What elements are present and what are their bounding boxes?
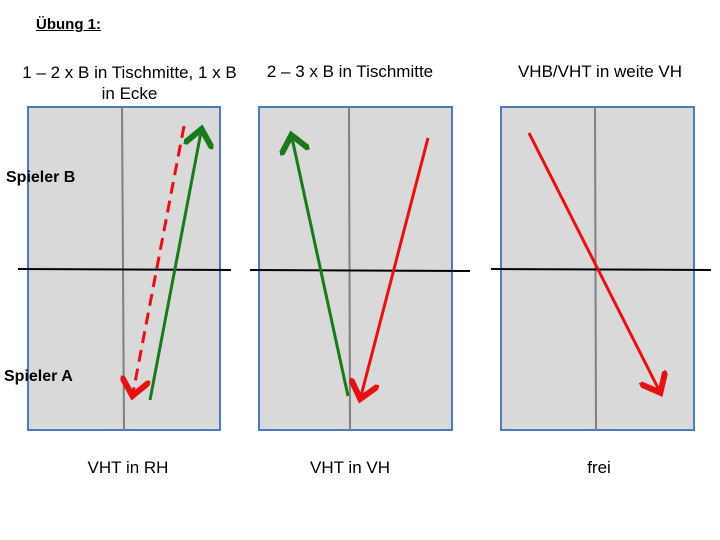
table-caption: VHT in VH <box>310 458 390 477</box>
table-1 <box>17 106 232 431</box>
table-caption: frei <box>587 458 611 477</box>
table-2 <box>249 106 471 431</box>
player-a-label: Spieler A <box>4 368 73 385</box>
title: Übung 1: <box>36 16 101 33</box>
table-title: 1 – 2 x B in Tischmitte, 1 x B in Ecke <box>22 63 237 103</box>
table-caption: VHT in RH <box>87 458 169 477</box>
table-3 <box>490 106 712 431</box>
table-title: VHB/VHT in weite VH <box>517 62 683 81</box>
player-b-label: Spieler B <box>6 169 76 186</box>
table-title: 2 – 3 x B in Tischmitte <box>266 62 434 81</box>
